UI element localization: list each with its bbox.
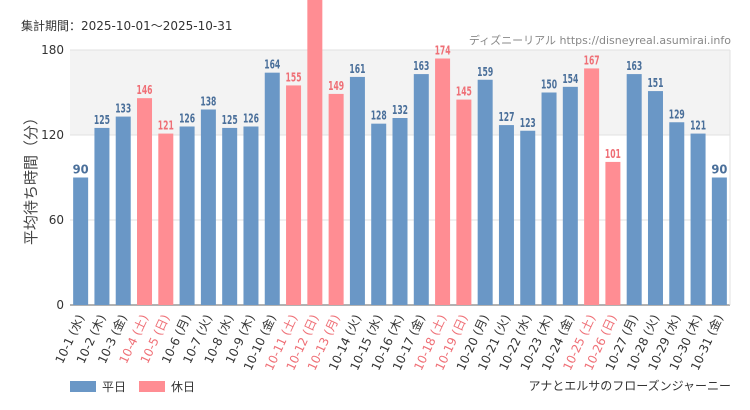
holiday-swatch	[139, 381, 165, 392]
bar-10-19[interactable]	[456, 99, 472, 305]
bar-10-23[interactable]	[541, 92, 557, 306]
value-label: 145	[456, 85, 472, 99]
source-url[interactable]: https://disneyreal.asumirai.info	[559, 34, 731, 47]
value-label: 163	[626, 59, 642, 73]
source-credit[interactable]: ディズニーリアル https://disneyreal.asumirai.inf…	[469, 32, 731, 48]
bar-10-11[interactable]	[286, 85, 302, 306]
bar-10-28[interactable]	[647, 91, 663, 305]
period-value: 2025-10-01〜2025-10-31	[81, 19, 233, 33]
value-label: 159	[477, 65, 493, 79]
y-tick-label: 60	[49, 213, 64, 227]
legend-holiday[interactable]: 休日	[139, 378, 195, 395]
bar-10-29[interactable]	[669, 122, 685, 305]
y-tick-label: 180	[41, 43, 64, 57]
bar-10-6[interactable]	[179, 126, 195, 306]
attraction-name: アナとエルサのフローズンジャーニー	[528, 379, 731, 393]
source-name: ディズニーリアル	[468, 34, 557, 47]
value-label: 167	[584, 53, 600, 67]
value-label: 101	[605, 147, 621, 161]
bar-10-12[interactable]	[307, 0, 323, 305]
value-label: 90	[711, 163, 727, 177]
bar-10-13[interactable]	[328, 93, 344, 306]
bar-10-8[interactable]	[222, 127, 238, 306]
value-label: 121	[158, 119, 174, 133]
value-label: 121	[690, 119, 706, 133]
bar-10-16[interactable]	[392, 118, 408, 305]
y-axis-label: 平均待ち時間（分）	[22, 110, 40, 245]
value-label: 132	[392, 103, 408, 117]
value-label: 164	[264, 58, 280, 72]
value-label: 154	[562, 72, 578, 86]
value-label: 163	[413, 59, 429, 73]
bar-10-24[interactable]	[562, 86, 578, 305]
value-label: 123	[520, 116, 536, 130]
value-label: 161	[349, 62, 365, 76]
value-label: 149	[328, 79, 344, 93]
value-label: 129	[669, 107, 685, 121]
legend-weekday-label: 平日	[102, 380, 127, 394]
value-label: 125	[222, 113, 238, 127]
value-label: 126	[243, 112, 259, 126]
bar-10-17[interactable]	[413, 74, 429, 305]
value-label: 146	[137, 83, 153, 97]
period-prefix: 集計期間：	[21, 19, 82, 33]
value-label: 150	[541, 78, 557, 92]
bar-10-3[interactable]	[115, 116, 131, 305]
value-label: 174	[435, 44, 451, 58]
weekday-swatch	[70, 381, 96, 392]
bar-10-26[interactable]	[605, 161, 621, 305]
value-label: 138	[200, 95, 216, 109]
bar-10-15[interactable]	[371, 123, 387, 306]
value-label: 126	[179, 112, 195, 126]
value-label: 125	[94, 113, 110, 127]
bar-10-21[interactable]	[498, 125, 514, 305]
bar-10-18[interactable]	[435, 58, 451, 306]
value-label: 151	[647, 76, 663, 90]
bar-10-4[interactable]	[137, 98, 153, 306]
bar-10-1[interactable]	[73, 177, 89, 306]
legend-weekday[interactable]: 平日	[70, 378, 126, 395]
value-label: 127	[498, 110, 514, 124]
bar-10-20[interactable]	[477, 79, 493, 305]
bar-10-30[interactable]	[690, 133, 706, 305]
bar-10-10[interactable]	[264, 72, 280, 306]
bar-10-22[interactable]	[520, 130, 536, 305]
bar-10-7[interactable]	[200, 109, 216, 306]
bar-10-9[interactable]	[243, 126, 259, 306]
bar-10-31[interactable]	[711, 177, 727, 306]
value-label: 128	[371, 109, 387, 123]
y-tick-label: 0	[56, 298, 64, 312]
bar-10-14[interactable]	[349, 76, 365, 306]
y-tick-label: 120	[41, 128, 64, 142]
period-label: 集計期間：2025-10-01〜2025-10-31	[21, 17, 233, 34]
bar-10-5[interactable]	[158, 133, 174, 305]
bar-10-2[interactable]	[94, 127, 110, 306]
bar-10-25[interactable]	[584, 68, 600, 306]
value-label: 90	[73, 163, 89, 177]
value-label: 133	[115, 102, 131, 116]
bar-10-27[interactable]	[626, 74, 642, 305]
value-label: 155	[286, 70, 302, 84]
legend-holiday-label: 休日	[171, 380, 196, 394]
